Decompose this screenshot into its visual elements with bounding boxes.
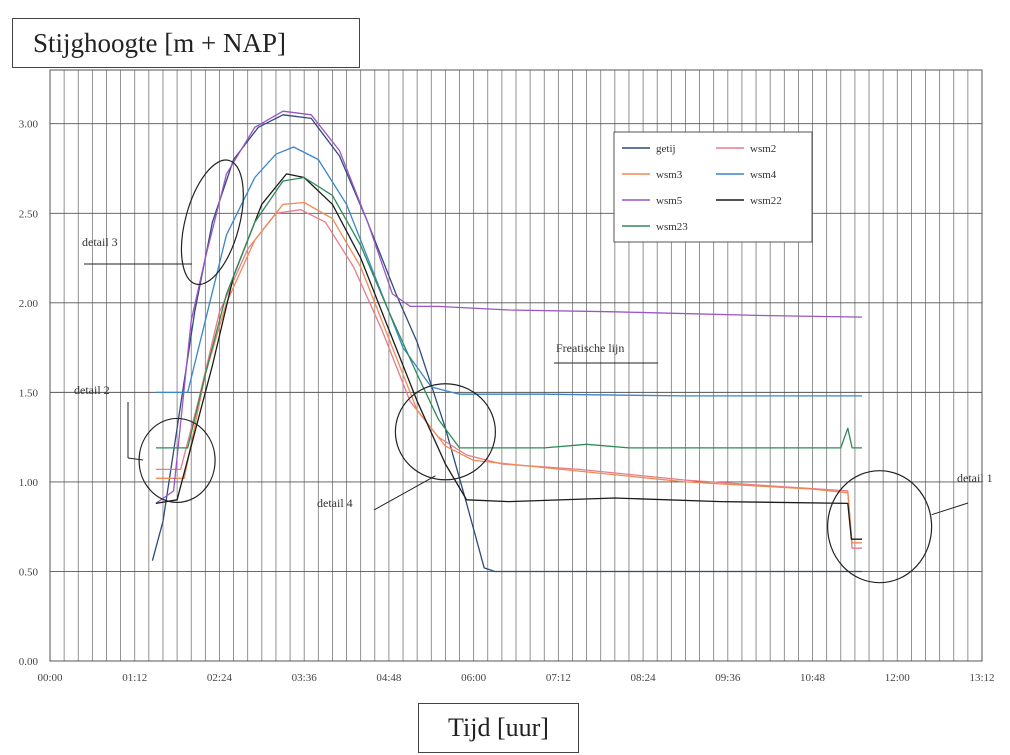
x-tick-label: 12:00 [885,672,911,684]
detail-4-leader [373,475,436,511]
legend-label-wsm22: wsm22 [750,195,782,207]
series-lines [151,110,863,573]
detail-2-label: detail 2 [74,383,110,397]
x-tick-label: 00:00 [37,672,63,684]
detail-1-circle [827,470,933,584]
legend-label-wsm5: wsm5 [656,195,683,207]
detail-4-label: detail 4 [317,496,353,510]
x-tick-label: 01:12 [122,672,147,684]
line-chart: 0.00 0.50 1.00 1.50 2.00 2.50 3.00 00:00 01:12 02… [19,69,995,684]
x-tick-label: 13:12 [969,672,994,684]
x-tick-label: 03:36 [292,672,318,684]
detail-3-label: detail 3 [82,235,118,249]
series-line-wsm23 [155,176,862,449]
legend-label-wsm2: wsm2 [750,143,776,155]
plot-frame [49,69,983,662]
legend-label-wsm3: wsm3 [656,169,683,181]
series-line-wsm4 [155,146,862,397]
grid [49,70,983,662]
freatische-lijn-label: Freatische lijn [556,341,624,355]
y-tick-label: 2.50 [19,208,39,220]
series-line-wsm5 [155,110,863,504]
y-tick-label: 1.00 [19,477,39,489]
chart-title: Stijghoogte [m + NAP] [12,18,360,68]
y-tick-label: 3.00 [19,119,39,131]
legend-label-getij: getij [656,143,676,155]
series-line-wsm3 [155,201,862,544]
series-line-wsm22 [155,173,862,540]
x-tick-label: 09:36 [715,672,741,684]
detail-3-circle [180,159,244,286]
y-tick-label: 1.50 [19,387,39,399]
detail-2-circle [138,417,216,504]
x-tick-label: 02:24 [207,672,233,684]
y-tick-label: 2.00 [19,298,39,310]
legend-label-wsm4: wsm4 [750,169,777,181]
x-axis-label: Tijd [uur] [418,703,579,753]
x-tick-label: 08:24 [631,672,657,684]
detail-1-leader [931,502,969,516]
legend-label-wsm23: wsm23 [656,221,688,233]
legend-box [613,131,813,243]
x-tick-label: 10:48 [800,672,826,684]
x-tick-label: 07:12 [546,672,571,684]
annotations: detail 1 detail 2 detail 3 detail 4 Freatisc… [74,159,993,584]
x-tick-label: 04:48 [376,672,402,684]
x-tick-label: 06:00 [461,672,487,684]
legend: getij wsm2 wsm3 wsm4 wsm5 wsm22 wsm23 [613,131,813,243]
y-tick-label: 0.00 [19,656,39,668]
axes: 0.00 0.50 1.00 1.50 2.00 2.50 3.00 00:00 01:12 02… [19,69,995,684]
detail-1-label: detail 1 [957,471,993,485]
detail-2-leader-h [127,457,144,461]
detail-4-circle [394,383,496,481]
series-line-getij [151,114,862,573]
y-tick-label: 0.50 [19,566,39,578]
